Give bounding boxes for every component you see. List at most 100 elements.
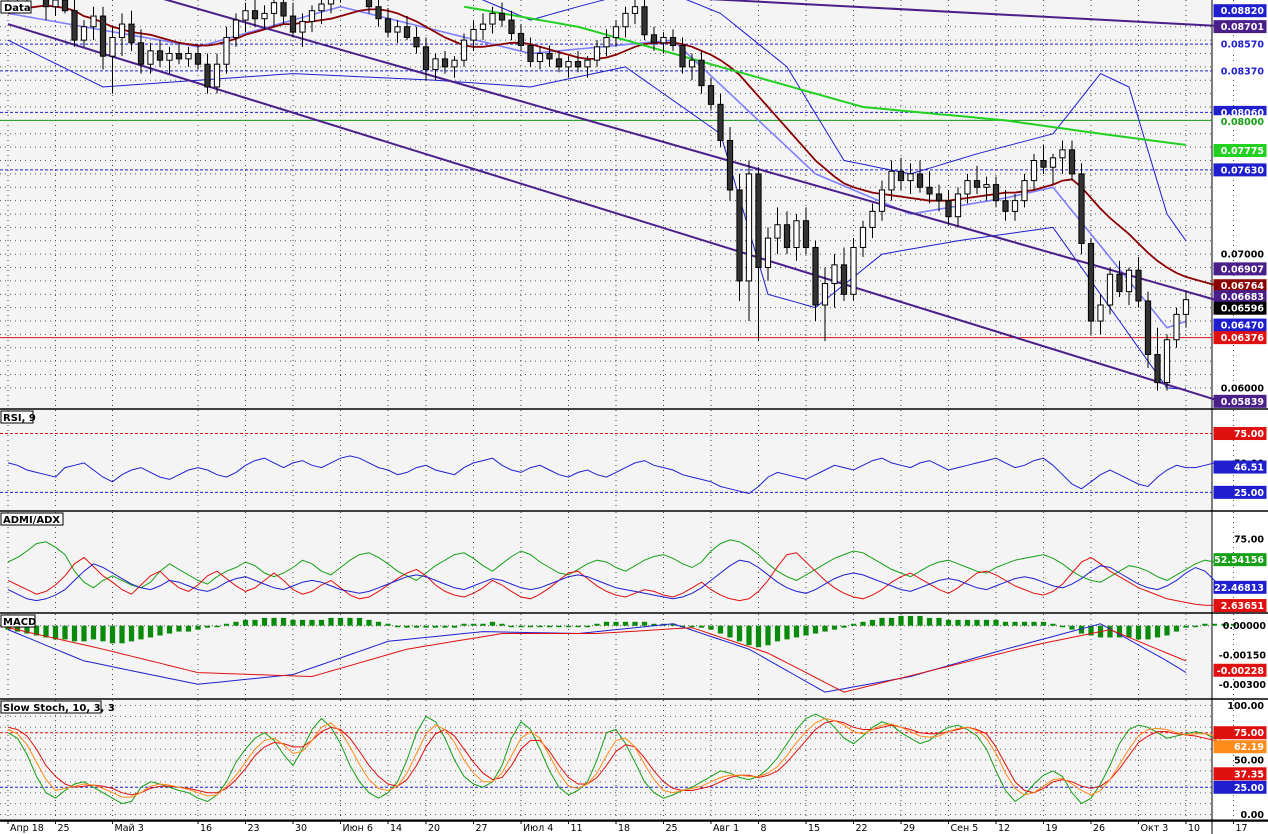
time-axis-label: Авг 1: [713, 823, 739, 834]
macd-histogram-bar: [765, 625, 771, 646]
macd-histogram-bar: [651, 623, 657, 626]
price-label: 0.08820: [1213, 4, 1267, 18]
candle: [1116, 260, 1123, 297]
svg-text:2.63651: 2.63651: [1221, 601, 1264, 612]
candle: [1021, 173, 1028, 208]
candle: [954, 187, 962, 228]
time-axis-label: 26: [1093, 823, 1105, 834]
macd-histogram-bar: [71, 625, 78, 642]
time-axis-label: 15: [808, 823, 820, 834]
candle: [622, 6, 629, 38]
macd-histogram-bar: [1173, 625, 1180, 632]
candle: [1059, 140, 1066, 174]
macd-histogram-bar: [575, 625, 581, 628]
stoch-current-label: 37.35: [1213, 767, 1267, 781]
candle: [384, 8, 392, 38]
candle: [1030, 153, 1038, 190]
macd-histogram-bar: [641, 621, 648, 626]
svg-text:0.07775: 0.07775: [1221, 146, 1264, 157]
candle: [945, 189, 952, 225]
macd-axis-tick: -0.00300: [1219, 680, 1267, 691]
candle: [185, 46, 192, 67]
candle: [935, 184, 943, 212]
candle: [574, 50, 582, 73]
candle: [1125, 267, 1133, 305]
macd-histogram-bar: [195, 625, 201, 630]
candle: [1068, 140, 1076, 181]
candle: [223, 26, 230, 74]
macd-histogram-bar: [442, 625, 448, 628]
macd-histogram-bar: [432, 625, 439, 628]
time-axis-label: 19: [1046, 823, 1058, 834]
candle: [869, 203, 876, 239]
macd-histogram-bar: [1154, 625, 1161, 638]
time-axis-label: 23: [248, 823, 260, 834]
candle: [650, 26, 658, 51]
price-label: 0.06907: [1213, 262, 1267, 276]
macd-histogram-bar: [546, 625, 553, 628]
svg-text:0.06376: 0.06376: [1221, 333, 1265, 344]
macd-histogram-bar: [1002, 621, 1009, 626]
adx-panel-title: ADMI/ADX: [0, 512, 64, 526]
price-label: 0.06376: [1213, 331, 1267, 345]
macd-axis-tick: 0.00000: [1223, 621, 1267, 632]
macd-histogram-bar: [594, 623, 600, 626]
panel-background: [0, 410, 1212, 510]
macd-histogram-bar: [489, 621, 496, 626]
candle: [631, 0, 639, 25]
macd-histogram-bar: [508, 625, 515, 628]
adx-current-label: 22.46813: [1213, 580, 1267, 594]
candle: [52, 0, 59, 17]
candle: [755, 167, 762, 342]
macd-histogram-bar: [1164, 625, 1170, 636]
candle: [261, 5, 268, 30]
candle: [213, 53, 221, 94]
candle: [147, 42, 154, 74]
macd-histogram-bar: [290, 619, 296, 626]
rsi-current-label: 46.51: [1213, 460, 1267, 474]
svg-text:MACD: MACD: [3, 617, 36, 628]
macd-histogram-bar: [936, 617, 942, 626]
macd-histogram-bar: [356, 617, 363, 626]
price-label: 0.06764: [1213, 279, 1267, 293]
macd-histogram-bar: [271, 617, 277, 626]
time-axis-label: 18: [618, 823, 630, 834]
candle: [926, 171, 933, 204]
candle: [973, 165, 981, 194]
macd-histogram-bar: [850, 623, 857, 626]
candle: [1078, 163, 1085, 255]
candle: [375, 0, 382, 27]
price-panel-title: Data: [0, 0, 32, 14]
stoch-axis-tick: 100.00: [1227, 701, 1264, 712]
macd-histogram-bar: [1183, 625, 1189, 628]
candle: [992, 176, 1000, 208]
macd-histogram-bar: [223, 623, 230, 626]
candle: [916, 160, 924, 193]
price-label: 0.06470: [1213, 318, 1267, 332]
svg-text:0.08820: 0.08820: [1221, 6, 1265, 17]
candle: [1087, 238, 1095, 335]
macd-histogram-bar: [964, 619, 971, 626]
candle: [1144, 291, 1152, 368]
macd-histogram-bar: [451, 625, 458, 628]
macd-histogram-bar: [1211, 623, 1218, 626]
candle: [907, 163, 914, 194]
macd-histogram-bar: [698, 625, 705, 628]
macd-histogram-bar: [708, 625, 714, 630]
macd-histogram-bar: [926, 617, 933, 626]
macd-histogram-bar: [252, 619, 258, 626]
time-axis-label: Июл 4: [523, 823, 553, 834]
macd-axis-tick: -0.00150: [1219, 651, 1267, 662]
svg-text:52.54156: 52.54156: [1214, 555, 1264, 566]
time-axis-label: 10: [1188, 823, 1200, 834]
stoch-series-line: [7, 720, 1234, 796]
time-axis-label: 22: [856, 823, 868, 834]
candle: [517, 24, 525, 51]
rsi-line: [7, 455, 1234, 495]
macd-histogram-bar: [670, 623, 676, 626]
price-label: 0.08570: [1213, 37, 1267, 51]
candle: [128, 10, 135, 51]
time-axis-label: Апр 18: [10, 823, 44, 834]
